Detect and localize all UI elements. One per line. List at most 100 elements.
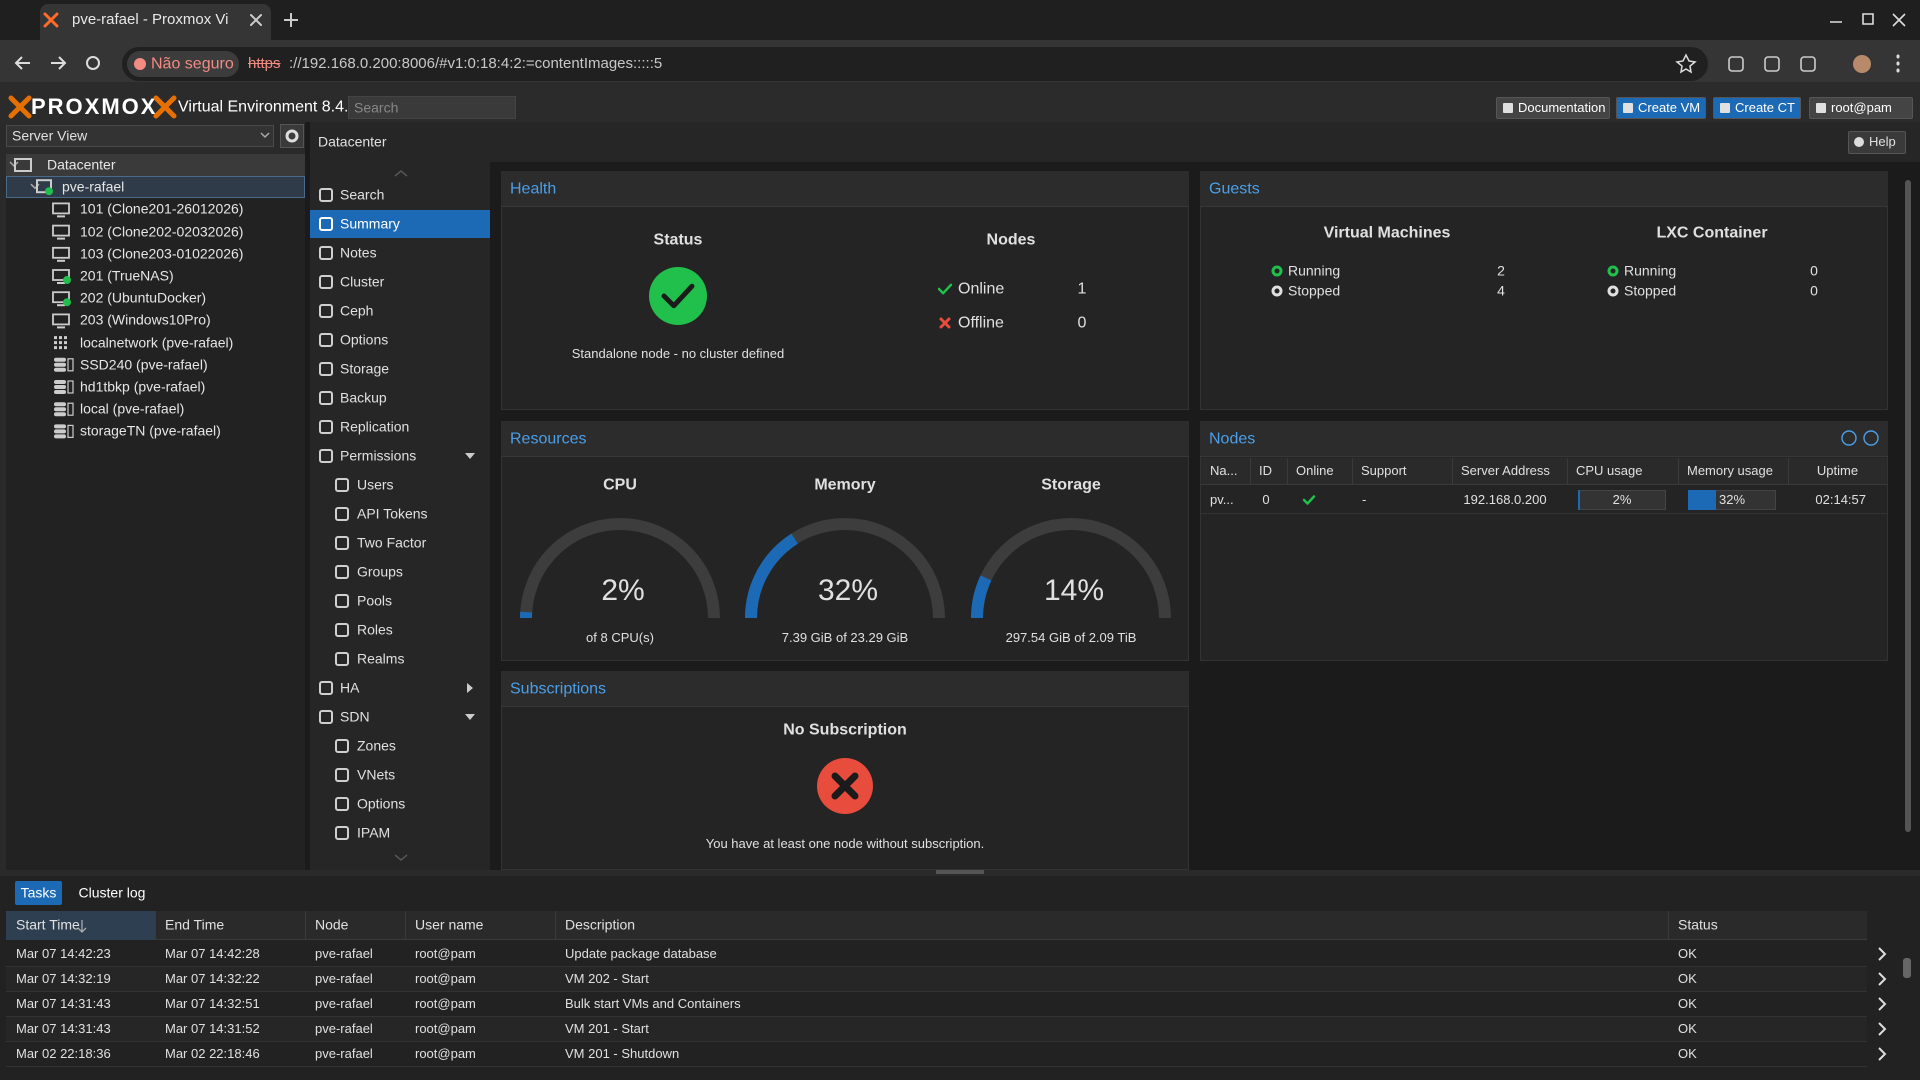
tree-label[interactable]: 202 (UbuntuDocker) [80, 289, 207, 306]
health-note: Standalone node - no cluster defined [571, 346, 785, 362]
nodes-row[interactable] [1201, 486, 1887, 514]
menu-item[interactable] [310, 181, 490, 209]
tree-label[interactable]: Datacenter [47, 156, 116, 173]
menu-item[interactable] [310, 355, 490, 383]
guests-panel-header [1200, 171, 1888, 207]
help-button[interactable] [1848, 131, 1906, 154]
breadcrumb-bar [310, 122, 1920, 162]
tasks-column-header[interactable]: Start Time [16, 916, 80, 933]
header-button[interactable] [1616, 97, 1706, 119]
menu-label[interactable]: Notes [340, 244, 377, 261]
menu-item[interactable] [310, 297, 490, 325]
view-select-label[interactable]: Server View [12, 127, 88, 144]
online-label: Online [958, 280, 1005, 298]
tree-label[interactable]: localnetwork (pve-rafael) [80, 334, 234, 351]
menu-item[interactable] [310, 616, 490, 644]
menu-item[interactable] [310, 384, 490, 412]
menu-label[interactable]: Options [340, 331, 389, 348]
menu-item[interactable] [310, 268, 490, 296]
tree-label[interactable]: storageTN (pve-rafael) [80, 422, 221, 439]
menu-label[interactable]: Backup [340, 389, 387, 406]
tree-gear[interactable] [280, 124, 304, 148]
menu-label[interactable]: Permissions [340, 447, 417, 464]
menu-label[interactable]: API Tokens [357, 505, 428, 522]
menu-label[interactable]: Two Factor [357, 534, 427, 551]
tree-label[interactable]: 103 (Clone203-01022026) [80, 245, 244, 262]
url-scheme: https [248, 55, 281, 72]
header-button-label[interactable]: Documentation [1518, 100, 1606, 116]
tab-title[interactable]: pve-rafael - Proxmox Vi [72, 11, 229, 28]
menu-item[interactable] [310, 819, 490, 847]
task-row[interactable] [6, 942, 1867, 967]
menu-label[interactable]: Search [340, 186, 385, 203]
health-panel-header [501, 171, 1189, 207]
menu-item[interactable] [310, 732, 490, 760]
tree-label[interactable]: 101 (Clone201-26012026) [80, 200, 244, 217]
tree-label[interactable]: hd1tbkp (pve-rafael) [80, 378, 206, 395]
header-button-label[interactable]: Create VM [1638, 100, 1701, 116]
menu-label[interactable]: Zones [357, 737, 396, 754]
nodes-column-header: Server Address [1461, 463, 1550, 479]
guest-count: 0 [1810, 262, 1818, 279]
tab-label[interactable]: Cluster log [78, 884, 146, 901]
menu-item[interactable] [310, 587, 490, 615]
menu-label[interactable]: Replication [340, 418, 410, 435]
tab-active[interactable] [15, 881, 62, 905]
menu-label[interactable]: Pools [357, 592, 393, 609]
tree-label[interactable]: pve-rafael [62, 178, 125, 195]
subscription-heading: No Subscription [783, 721, 907, 739]
menu-item-selected[interactable] [310, 210, 490, 238]
menu-item[interactable] [310, 761, 490, 789]
header-button[interactable] [1809, 97, 1913, 119]
tasks-column-header[interactable]: End Time [165, 916, 225, 933]
header-button[interactable] [1496, 97, 1610, 119]
tasks-column-header[interactable]: User name [415, 916, 484, 933]
tasks-column-header[interactable]: Status [1678, 916, 1718, 933]
menu-label[interactable]: SDN [340, 708, 370, 725]
menu-item[interactable] [310, 703, 490, 731]
menu-item[interactable] [310, 674, 490, 702]
tree-label[interactable]: 203 (Windows10Pro) [80, 311, 211, 328]
menu-label[interactable]: Users [357, 476, 394, 493]
menu-item[interactable] [310, 471, 490, 499]
tree-row[interactable] [6, 176, 305, 198]
task-cell: Mar 07 14:42:28 [165, 946, 260, 962]
tab-label[interactable]: Tasks [20, 884, 57, 901]
tasks-column-header[interactable]: Description [565, 916, 636, 933]
task-cell: Mar 07 14:31:43 [16, 1021, 111, 1037]
search-box[interactable] [348, 96, 516, 119]
header-button-label[interactable]: Create CT [1735, 100, 1795, 116]
active-tab[interactable] [40, 4, 271, 40]
menu-label[interactable]: HA [340, 679, 360, 696]
task-cell: Mar 07 14:42:23 [16, 946, 111, 962]
header-button-label[interactable]: root@pam [1831, 100, 1892, 116]
menu-label[interactable]: Ceph [340, 302, 374, 319]
menu-label[interactable]: Options [357, 795, 406, 812]
help-label[interactable]: Help [1869, 134, 1896, 150]
nodes-grid-header [1201, 458, 1887, 485]
menu-label[interactable]: VNets [357, 766, 396, 783]
tree-label[interactable]: 102 (Clone202-02032026) [80, 223, 244, 240]
task-row[interactable] [6, 992, 1867, 1017]
menu-label[interactable]: Storage [340, 360, 390, 377]
omnibox[interactable] [122, 47, 1708, 81]
tree-label[interactable]: local (pve-rafael) [80, 400, 185, 417]
menu-label[interactable]: Realms [357, 650, 405, 667]
menu-label[interactable]: Roles [357, 621, 393, 638]
menu-item[interactable] [310, 239, 490, 267]
menu-label[interactable]: IPAM [357, 824, 391, 841]
menu-label[interactable]: Summary [340, 215, 400, 232]
menu-label[interactable]: Cluster [340, 273, 385, 290]
view-select[interactable] [6, 125, 274, 147]
task-row[interactable] [6, 967, 1867, 992]
menu-label[interactable]: Groups [357, 563, 403, 580]
menu-item[interactable] [310, 326, 490, 354]
tasks-column-header[interactable]: Node [315, 916, 349, 933]
header-button[interactable] [1713, 97, 1801, 119]
column-divider [1250, 458, 1251, 485]
tree-label[interactable]: SSD240 (pve-rafael) [80, 356, 208, 373]
tree-label[interactable]: 201 (TrueNAS) [80, 267, 174, 284]
task-row[interactable] [6, 1042, 1867, 1067]
task-cell: Mar 02 22:18:46 [165, 1046, 260, 1062]
task-row[interactable] [6, 1017, 1867, 1042]
